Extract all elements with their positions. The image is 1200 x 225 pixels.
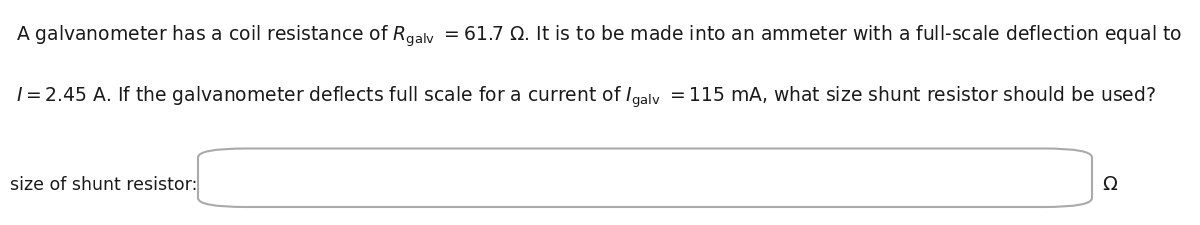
Text: size of shunt resistor:: size of shunt resistor: <box>10 176 197 194</box>
FancyBboxPatch shape <box>198 148 1092 207</box>
Text: A galvanometer has a coil resistance of $R_{\mathrm{galv}}$ $= 61.7\ \Omega$. It: A galvanometer has a coil resistance of … <box>16 23 1182 49</box>
Text: $I = 2.45$ A. If the galvanometer deflects full scale for a current of $I_{\math: $I = 2.45$ A. If the galvanometer deflec… <box>16 84 1156 110</box>
Text: $\Omega$: $\Omega$ <box>1102 175 1117 194</box>
